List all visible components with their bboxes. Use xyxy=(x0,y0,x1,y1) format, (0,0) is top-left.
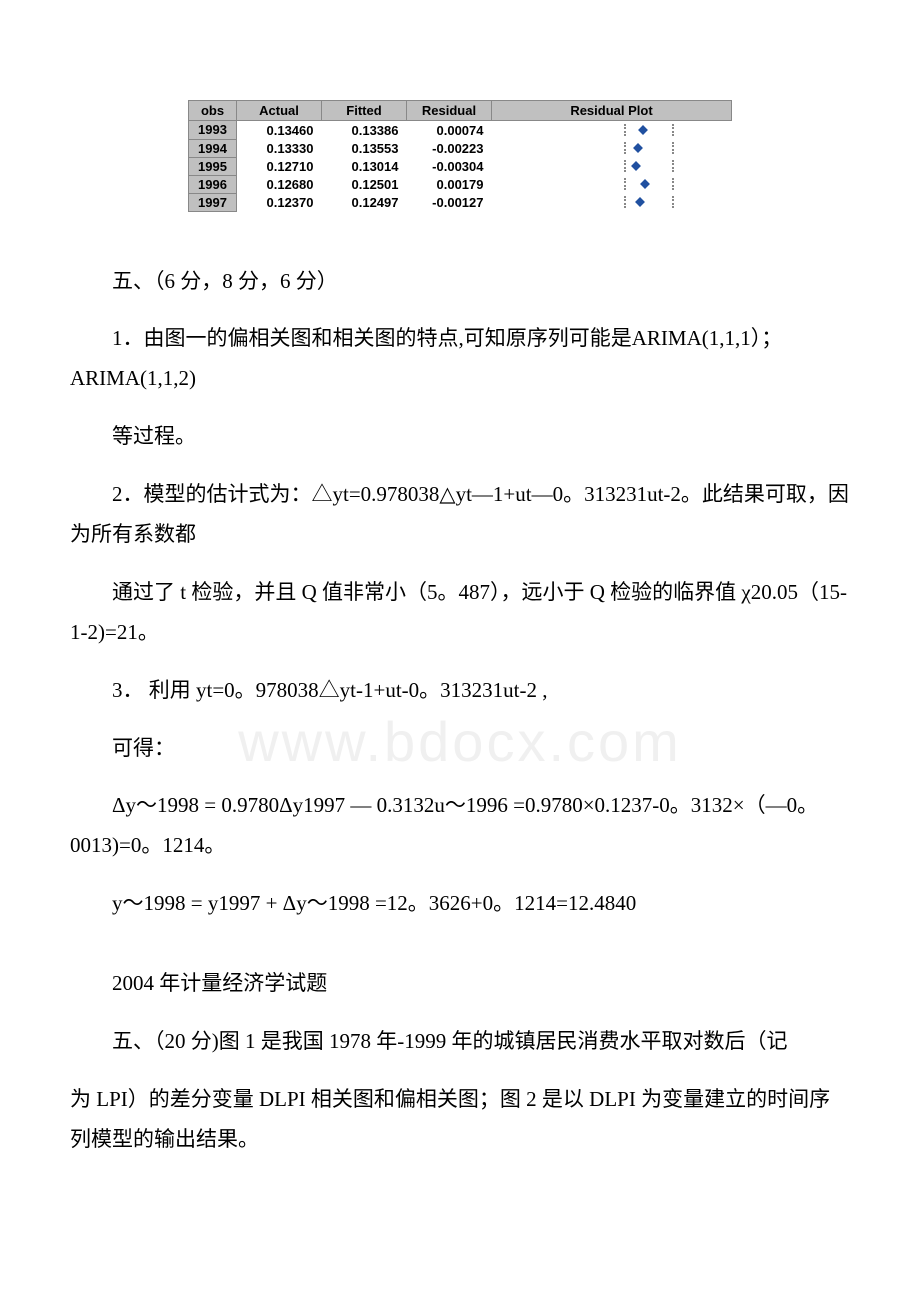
paragraph-q1: 1．由图一的偏相关图和相关图的特点,可知原序列可能是ARIMA(1,1,1）；A… xyxy=(70,319,850,399)
residual-table-wrapper: obs Actual Fitted Residual Residual Plot… xyxy=(0,100,920,212)
plot-marker-icon xyxy=(633,143,643,153)
cell-obs: 1996 xyxy=(189,175,237,193)
table-row: 19960.126800.125010.00179 xyxy=(189,175,732,193)
paragraph-2004-q5: 五、（20 分)图 1 是我国 1978 年-1999 年的城镇居民消费水平取对… xyxy=(70,1022,850,1062)
cell-fitted: 0.13553 xyxy=(322,139,407,157)
plot-marker-icon xyxy=(638,125,648,135)
cell-actual: 0.12680 xyxy=(237,175,322,193)
cell-plot xyxy=(492,193,732,211)
cell-plot xyxy=(492,121,732,140)
cell-fitted: 0.13386 xyxy=(322,121,407,140)
cell-fitted: 0.12497 xyxy=(322,193,407,211)
table-row: 19930.134600.133860.00074 xyxy=(189,121,732,140)
plot-marker-icon xyxy=(635,197,645,207)
header-actual: Actual xyxy=(237,101,322,121)
paragraph-q1-cont: 等过程。 xyxy=(70,417,850,457)
cell-obs: 1997 xyxy=(189,193,237,211)
plot-marker-icon xyxy=(631,161,641,171)
cell-plot xyxy=(492,175,732,193)
cell-fitted: 0.13014 xyxy=(322,157,407,175)
cell-residual: -0.00223 xyxy=(407,139,492,157)
cell-plot xyxy=(492,157,732,175)
paragraph-q3-result: 可得： xyxy=(70,729,850,769)
cell-residual: -0.00127 xyxy=(407,193,492,211)
paragraph-q2: 2．模型的估计式为：△yt=0.978038△yt—1+ut—0。313231u… xyxy=(70,475,850,555)
cell-residual: 0.00179 xyxy=(407,175,492,193)
cell-obs: 1995 xyxy=(189,157,237,175)
cell-actual: 0.13330 xyxy=(237,139,322,157)
cell-residual: -0.00304 xyxy=(407,157,492,175)
table-row: 19950.127100.13014-0.00304 xyxy=(189,157,732,175)
table-row: 19940.133300.13553-0.00223 xyxy=(189,139,732,157)
header-plot: Residual Plot xyxy=(492,101,732,121)
paragraph-q2-cont: 通过了 t 检验，并且 Q 值非常小（5。487），远小于 Q 检验的临界值 χ… xyxy=(70,573,850,653)
cell-residual: 0.00074 xyxy=(407,121,492,140)
paragraph-calc1: Δy〜1998 = 0.9780Δy1997 — 0.3132u〜1996 =0… xyxy=(70,786,850,866)
paragraph-calc2: y〜1998 = y1997 + Δy〜1998 =12。3626+0。1214… xyxy=(70,884,850,924)
table-header-row: obs Actual Fitted Residual Residual Plot xyxy=(189,101,732,121)
cell-plot xyxy=(492,139,732,157)
paragraph-q3: 3． 利用 yt=0。978038△yt-1+ut-0。313231ut-2 , xyxy=(70,671,850,711)
header-obs: obs xyxy=(189,101,237,121)
cell-fitted: 0.12501 xyxy=(322,175,407,193)
header-residual: Residual xyxy=(407,101,492,121)
table-row: 19970.123700.12497-0.00127 xyxy=(189,193,732,211)
paragraph-2004-title: 2004 年计量经济学试题 xyxy=(70,964,850,1004)
cell-obs: 1993 xyxy=(189,121,237,140)
cell-obs: 1994 xyxy=(189,139,237,157)
content-wrapper: 五、（6 分，8 分，6 分） 1．由图一的偏相关图和相关图的特点,可知原序列可… xyxy=(0,262,920,1160)
document-content: 五、（6 分，8 分，6 分） 1．由图一的偏相关图和相关图的特点,可知原序列可… xyxy=(0,262,920,1160)
cell-actual: 0.13460 xyxy=(237,121,322,140)
cell-actual: 0.12710 xyxy=(237,157,322,175)
table-body: 19930.134600.133860.0007419940.133300.13… xyxy=(189,121,732,212)
cell-actual: 0.12370 xyxy=(237,193,322,211)
header-fitted: Fitted xyxy=(322,101,407,121)
paragraph-2004-q5-cont: 为 LPI）的差分变量 DLPI 相关图和偏相关图；图 2 是以 DLPI 为变… xyxy=(70,1080,850,1160)
plot-marker-icon xyxy=(640,179,650,189)
residual-table: obs Actual Fitted Residual Residual Plot… xyxy=(188,100,732,212)
paragraph-section-header: 五、（6 分，8 分，6 分） xyxy=(70,262,850,302)
